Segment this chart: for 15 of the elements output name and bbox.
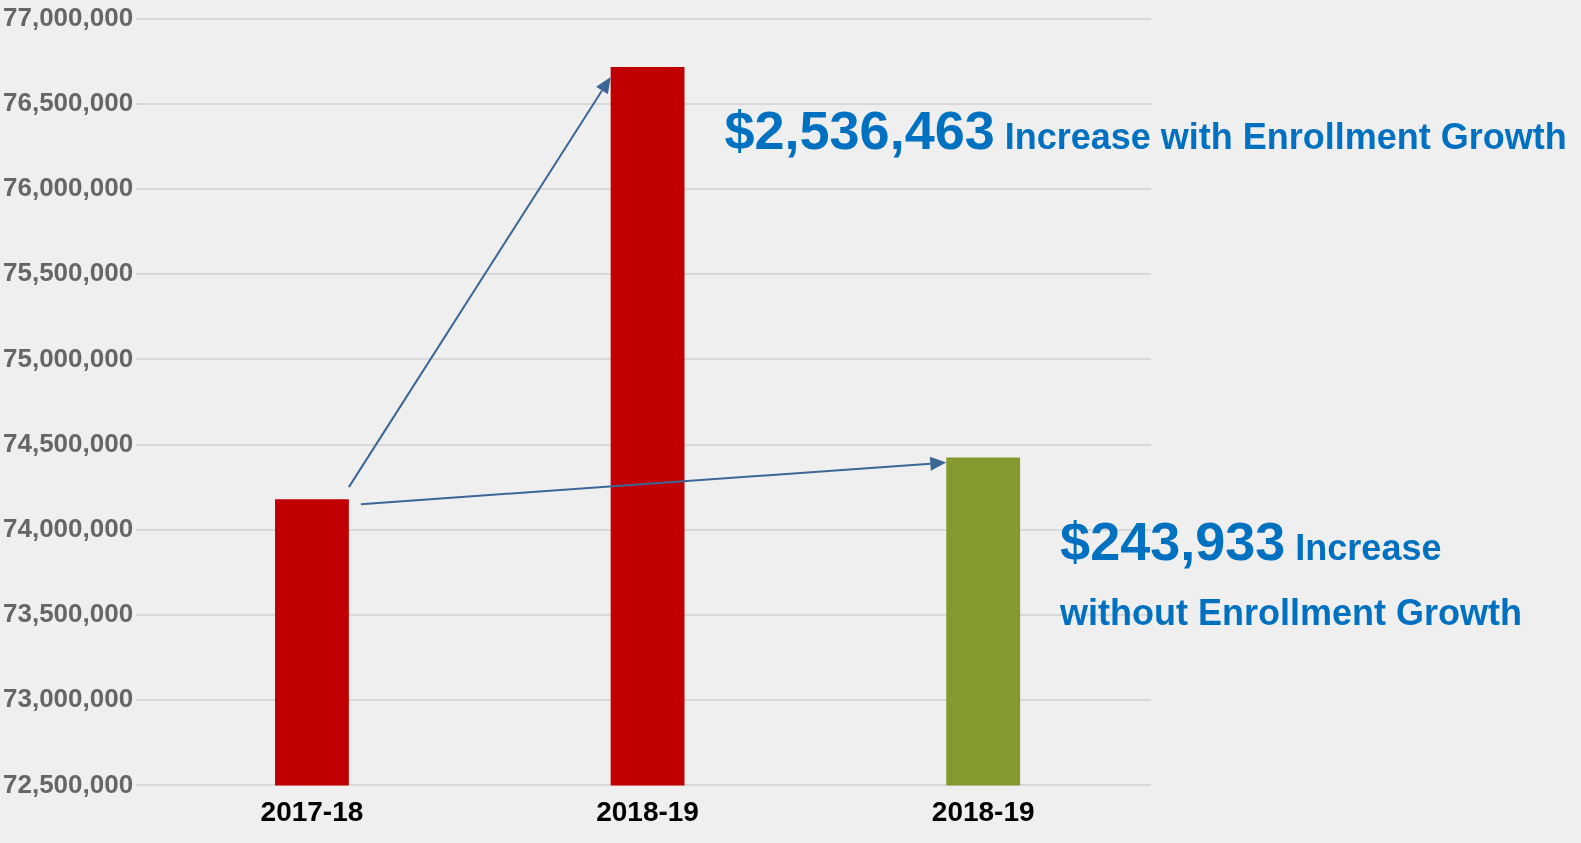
y-tick-label: 75,500,000 [2,257,134,288]
y-tick-label: 74,500,000 [2,427,134,458]
y-tick-label: 76,000,000 [2,172,134,203]
annotation: $2,536,463 Increase with Enrollment Growth [724,99,1568,162]
y-tick-label: 77,000,000 [2,1,134,32]
x-tick-label: 2017-18 [260,795,364,827]
y-tick-label: 72,500,000 [2,768,134,799]
y-tick-label: 73,000,000 [2,683,134,714]
y-tick-label: 73,500,000 [2,598,134,629]
x-tick-label: 2018-19 [931,795,1035,827]
y-tick-label: 76,500,000 [2,86,134,117]
annotation: $243,933 Increase without Enrollment Growth [1060,509,1524,635]
y-tick-label: 74,000,000 [2,512,134,543]
x-tick-label: 2018-19 [596,795,699,827]
y-tick-label: 75,000,000 [2,342,134,373]
